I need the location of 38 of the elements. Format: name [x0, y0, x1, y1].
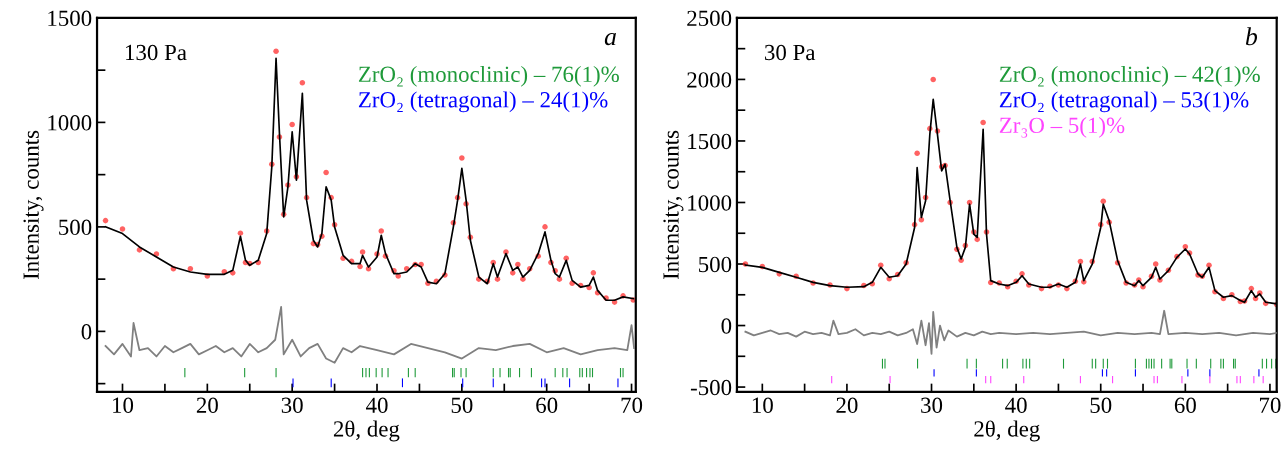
x-tick-label: 30 — [281, 397, 303, 413]
x-tick-label: 70 — [621, 397, 643, 413]
y-tick-label: 0 — [721, 318, 732, 334]
x-tick-label: 10 — [752, 397, 773, 413]
annotation: a — [604, 32, 616, 46]
annotation: 130 Pa — [125, 44, 187, 61]
x-tick-label: 10 — [113, 397, 134, 413]
y-tick-label: 500 — [59, 219, 92, 236]
x-tick-label: 50 — [1090, 397, 1112, 413]
annotation: 30 Pa — [765, 44, 816, 61]
annotation: b — [1245, 27, 1258, 46]
y-tick-label: 1500 — [688, 133, 732, 150]
y-axis-title: Intensity, counts — [663, 130, 684, 280]
x-axis-title: 2θ, deg — [974, 420, 1040, 442]
y-tick-label: 0 — [81, 324, 92, 340]
y-tick-label: 2000 — [687, 72, 732, 88]
y-tick-label: 2500 — [687, 10, 732, 27]
x-tick-label: 70 — [1259, 397, 1281, 413]
x-tick-label: 60 — [1174, 397, 1196, 413]
y-tick-label: -500 — [690, 379, 732, 396]
y-tick-label: 1000 — [688, 195, 732, 211]
text: ZrO₂ (monoclinic) – 42(1)% — [999, 65, 1260, 87]
x-tick-label: 40 — [1005, 397, 1027, 413]
text: Zr₃O – 5(1)% — [999, 116, 1125, 138]
text: ZrO₂ (monoclinic) – 76(1)% — [358, 65, 619, 87]
x-tick-label: 20 — [836, 397, 858, 413]
x-tick-label: 40 — [366, 397, 388, 413]
y-tick-label: 1000 — [48, 115, 92, 131]
y-tick-label: 500 — [699, 256, 732, 273]
x-tick-label: 20 — [196, 397, 218, 413]
text: ZrO₂ (tetragonal) – 24(1)% — [358, 91, 608, 113]
text: ZrO₂ (tetragonal) – 53(1)% — [999, 91, 1249, 113]
y-tick-label: 1500 — [48, 10, 92, 27]
x-tick-label: 50 — [451, 397, 473, 413]
x-tick-label: 30 — [921, 397, 943, 413]
y-axis-title: Intensity, counts — [23, 130, 44, 280]
x-axis-title: 2θ, deg — [333, 420, 400, 442]
x-tick-label: 60 — [536, 397, 558, 413]
